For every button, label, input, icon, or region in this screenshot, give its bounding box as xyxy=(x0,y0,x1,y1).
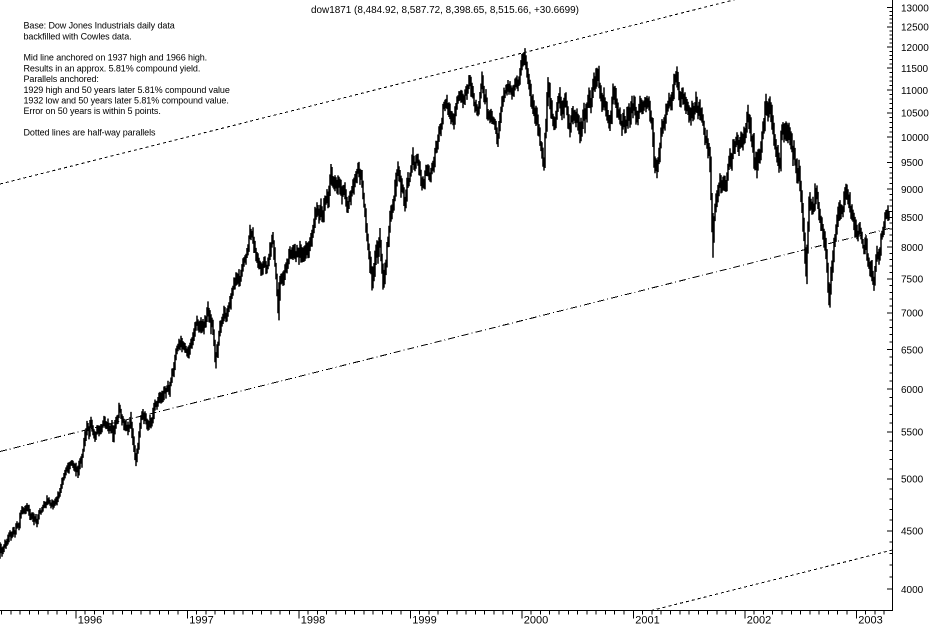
svg-text:backfilled with Cowles data.: backfilled with Cowles data. xyxy=(24,31,132,41)
svg-text:7500: 7500 xyxy=(901,275,924,286)
svg-text:12000: 12000 xyxy=(901,43,929,54)
svg-text:Dotted lines are half-way para: Dotted lines are half-way parallels xyxy=(24,128,157,138)
svg-text:Base: Dow Jones Industrials da: Base: Dow Jones Industrials daily data xyxy=(24,21,175,31)
svg-text:2003: 2003 xyxy=(858,615,882,625)
svg-text:5500: 5500 xyxy=(901,428,924,439)
svg-text:2002: 2002 xyxy=(747,615,771,625)
svg-text:5000: 5000 xyxy=(901,475,924,486)
svg-text:Parallels anchored:: Parallels anchored: xyxy=(24,74,99,84)
svg-text:8500: 8500 xyxy=(901,213,924,224)
svg-text:2000: 2000 xyxy=(524,615,548,625)
svg-text:9000: 9000 xyxy=(901,185,924,196)
svg-text:dow1871 (8,484.92, 8,587.72, 8: dow1871 (8,484.92, 8,587.72, 8,398.65, 8… xyxy=(311,4,579,16)
svg-text:4500: 4500 xyxy=(901,527,924,538)
svg-text:1997: 1997 xyxy=(189,615,213,625)
svg-text:Error on 50 years is within 5: Error on 50 years is within 5 points. xyxy=(24,106,161,116)
svg-text:4000: 4000 xyxy=(901,585,924,596)
svg-text:7000: 7000 xyxy=(901,309,924,320)
svg-text:8000: 8000 xyxy=(901,243,924,254)
svg-text:1998: 1998 xyxy=(301,615,325,625)
svg-text:11000: 11000 xyxy=(901,86,929,97)
svg-text:10500: 10500 xyxy=(901,109,929,120)
svg-text:12500: 12500 xyxy=(901,23,929,34)
svg-text:10000: 10000 xyxy=(901,133,929,144)
svg-text:Mid line anchored on 1937 high: Mid line anchored on 1937 high and 1966 … xyxy=(24,53,208,63)
svg-text:6000: 6000 xyxy=(901,385,924,396)
svg-text:1929 high and 50 years later 5: 1929 high and 50 years later 5.81% compo… xyxy=(24,85,230,95)
svg-text:13000: 13000 xyxy=(901,3,929,14)
svg-text:11500: 11500 xyxy=(901,64,929,75)
svg-text:1932 low and 50 years later 5.: 1932 low and 50 years later 5.81% compou… xyxy=(24,96,229,106)
svg-text:6500: 6500 xyxy=(901,345,924,356)
svg-text:2001: 2001 xyxy=(635,615,659,625)
svg-text:1999: 1999 xyxy=(412,615,436,625)
svg-text:9500: 9500 xyxy=(901,158,924,169)
svg-text:Results in an approx. 5.81% co: Results in an approx. 5.81% compound yie… xyxy=(24,63,201,73)
svg-text:1996: 1996 xyxy=(78,615,102,625)
